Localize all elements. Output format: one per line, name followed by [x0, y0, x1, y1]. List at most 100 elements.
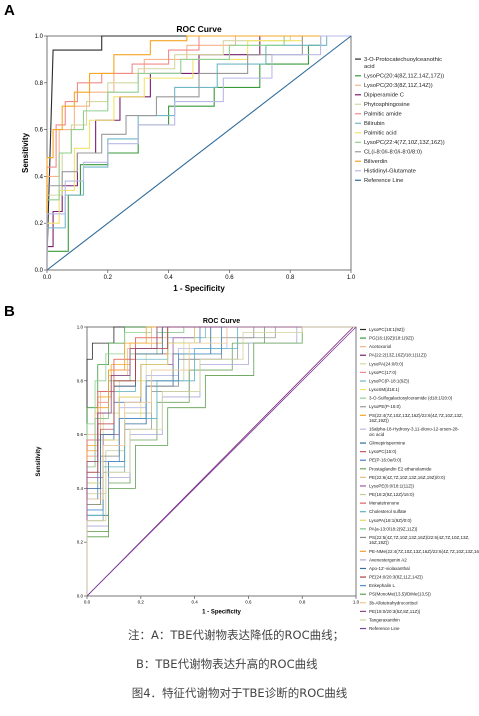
- y-tick-label: 0.0: [35, 268, 44, 274]
- x-tick-label: 0.6: [225, 275, 234, 281]
- x-tick-label: 0.0: [84, 600, 91, 605]
- x-tick-label: 0.4: [164, 275, 173, 281]
- legend-entry: PA(a-13:0/18:2(9Z,11Z)): [369, 526, 418, 531]
- legend-entry: PE(P-16:0e/0:0): [369, 458, 402, 463]
- roc-series-line: [86, 326, 356, 596]
- panel-letter-b: B: [4, 303, 15, 320]
- chart-title: ROC Curve: [203, 318, 240, 325]
- y-tick-label: 0.2: [77, 540, 84, 545]
- roc-series-line: [46, 35, 351, 270]
- roc-series-line: [46, 35, 351, 270]
- legend-entry: Enkephalin L: [369, 583, 396, 588]
- legend-entry: Glimepirispermine: [369, 441, 406, 446]
- legend: 3-O-Protocatechuoylceanothic acid LysoPC(2…: [355, 57, 445, 184]
- roc-series-line: [46, 35, 351, 270]
- roc-series-line: [86, 326, 356, 596]
- x-axis-label: 1 - Specificity: [202, 610, 241, 616]
- legend-entry: LysoSM(d18:1): [369, 387, 400, 392]
- y-tick-label: 0.8: [77, 378, 84, 383]
- legend-entry: Biliverdin: [364, 159, 388, 165]
- y-tick-label: 0.6: [35, 128, 44, 134]
- y-tick-label: 0.4: [35, 174, 44, 180]
- legend-entry: PE(18:2(9Z,12Z)/16:0): [369, 492, 415, 497]
- roc-series-line: [86, 326, 356, 596]
- legend-entry: LysoPC(22:4(7Z,10Z,13Z,16Z)): [364, 140, 445, 146]
- roc-series-line: [86, 326, 356, 596]
- legend-entry: LysoPC(P-18:1(9Z)): [369, 378, 410, 383]
- legend-entry: Dipiperamide C: [364, 93, 404, 99]
- legend-entry: LysoPA(24:0/0:0): [369, 361, 404, 366]
- legend-entry: LysoPA(18:1(9Z)/0:0): [369, 518, 412, 523]
- legend-entry: LysoPC(20:3(8Z,11Z,14Z)): [364, 83, 433, 89]
- roc-series-line: [86, 326, 356, 596]
- legend-entry: PE-NMe(22:4(7Z,10Z,13Z,16Z)/22:6(4Z,7Z,1…: [369, 549, 479, 554]
- legend-entry: Phytosphingosine: [364, 102, 410, 108]
- x-tick-label: 0.4: [191, 600, 198, 605]
- legend-entry: PG(16:1(9Z)/18:1(9Z)): [369, 336, 414, 341]
- roc-series-line: [86, 326, 356, 596]
- x-tick-label: 0.8: [299, 600, 306, 605]
- roc-series-line: [86, 326, 356, 596]
- legend-entry: Avenestergenin A2: [369, 557, 407, 562]
- legend-entry: 16alpha-18-Hydroxy-3,11-dioxo-12-ursen-2…: [369, 427, 459, 437]
- roc-series-line: [46, 35, 351, 270]
- legend-entry: Palmitic amide: [364, 112, 402, 118]
- y-tick-label: 0.8: [35, 81, 44, 87]
- legend-entry: LysoPE(P-16:0): [369, 404, 401, 409]
- x-tick-label: 1.0: [353, 600, 360, 605]
- roc-series-line: [86, 326, 356, 596]
- legend-entry: Acetoxoriol: [369, 344, 391, 349]
- y-tick-label: 1.0: [77, 325, 84, 330]
- roc-series-line: [86, 326, 357, 597]
- legend-entry: PE(24:0/20:3(8Z,11Z,14Z)): [369, 575, 423, 580]
- panel-letter-a: A: [4, 2, 15, 19]
- legend: LysoPC(18:1(9Z)) PG(16:1(9Z)/18:1(9Z)) Ace…: [360, 327, 479, 631]
- y-tick-label: 0.6: [77, 432, 84, 437]
- legend-entry: LysoPC(18:1(9Z)): [369, 327, 405, 332]
- legend-entry: Bilirubin: [364, 121, 385, 127]
- legend-entry: PE(18:0/20:3(5Z,8Z,11Z)): [369, 609, 421, 614]
- x-tick-label: 0.0: [43, 275, 52, 281]
- x-axis-label: 1 - Specificity: [173, 284, 225, 293]
- x-tick-label: 0.8: [286, 275, 295, 281]
- legend-entry: Reference Line: [369, 626, 400, 631]
- caption-note-a: 注：A：TBE代谢物表达降低的ROC曲线；: [128, 628, 345, 642]
- legend-entry: Tangeraxanthin: [369, 617, 400, 622]
- legend-entry: 3b-Allotetrahydrocortisol: [369, 600, 418, 605]
- x-tick-label: 0.2: [104, 275, 113, 281]
- legend-entry: PS(22:5(4Z,7Z,10Z,13Z,16Z)/22:6(4Z,7Z,10…: [369, 535, 470, 545]
- legend-entry: 3-O-Sulfogalactosylceramide (d18:1/20:0): [369, 396, 453, 401]
- legend-entry: Prostaglandin E2 ethanolamide: [369, 466, 432, 471]
- y-axis-label: Sensitivity: [21, 132, 30, 173]
- y-tick-label: 0.0: [77, 594, 84, 599]
- legend-entry: Menatetrenone: [369, 501, 400, 506]
- legend-entry: Palmitic acid: [364, 131, 397, 137]
- legend-entry: Cholesterol sulfate: [369, 509, 407, 514]
- roc-chart-b: ROC Curve 0.0 0.2 0.4 0.6 0.8 1.0 0.0 0.2 0.4 0.6 0…: [36, 318, 479, 631]
- chart-title: ROC Curve: [176, 24, 222, 34]
- y-tick-label: 1.0: [35, 34, 44, 40]
- caption-note-b: B：TBE代谢物表达升高的ROC曲线: [136, 657, 318, 671]
- legend-entry: LysoPE(0:0/18:1(11Z)): [369, 483, 415, 488]
- roc-series-line: [46, 35, 352, 271]
- legend-entry: Apo-12'-violaxanthal: [369, 566, 410, 571]
- legend-entry: LysoPC(17:0): [369, 370, 397, 375]
- x-tick-label: 0.2: [138, 600, 145, 605]
- legend-entry: PE(22:6(4Z,7Z,10Z,13Z,16Z,19Z)/0:0): [369, 475, 446, 480]
- figure-caption: 图4．特征代谢物对于TBE诊断的ROC曲线: [131, 686, 348, 700]
- legend-entry: PS(22:4(7Z,10Z,13Z,16Z)/22:6(4Z,7Z,10Z,1…: [369, 413, 463, 423]
- legend-entry: LysoPC(20:4(8Z,11Z,14Z,17Z)): [364, 74, 444, 80]
- x-tick-label: 0.6: [245, 600, 252, 605]
- roc-chart-a: ROC Curve 0.0 0.2 0.4 0.6 0.8 1.0 0.0 0.2 0.4 0.6 0…: [21, 24, 445, 293]
- legend-entry: PS(MonoMe(13,5)/DiMe(13,5)): [369, 592, 431, 597]
- x-tick-label: 1.0: [347, 275, 356, 281]
- legend-entry: Histidinyl-Glutamate: [364, 169, 416, 175]
- y-tick-label: 0.4: [77, 486, 84, 491]
- roc-series-line: [86, 326, 356, 596]
- y-axis-label: Sensitivity: [36, 446, 42, 477]
- legend-entry: 3-O-Protocatechuoylceanothic acid: [364, 57, 442, 70]
- legend-entry: LysoPC(15:0): [369, 449, 397, 454]
- legend-entry: CL(i-8:0/i-8:0/i-8:0/8:0): [364, 150, 422, 156]
- y-tick-label: 0.2: [35, 221, 44, 227]
- roc-series-line: [46, 35, 351, 270]
